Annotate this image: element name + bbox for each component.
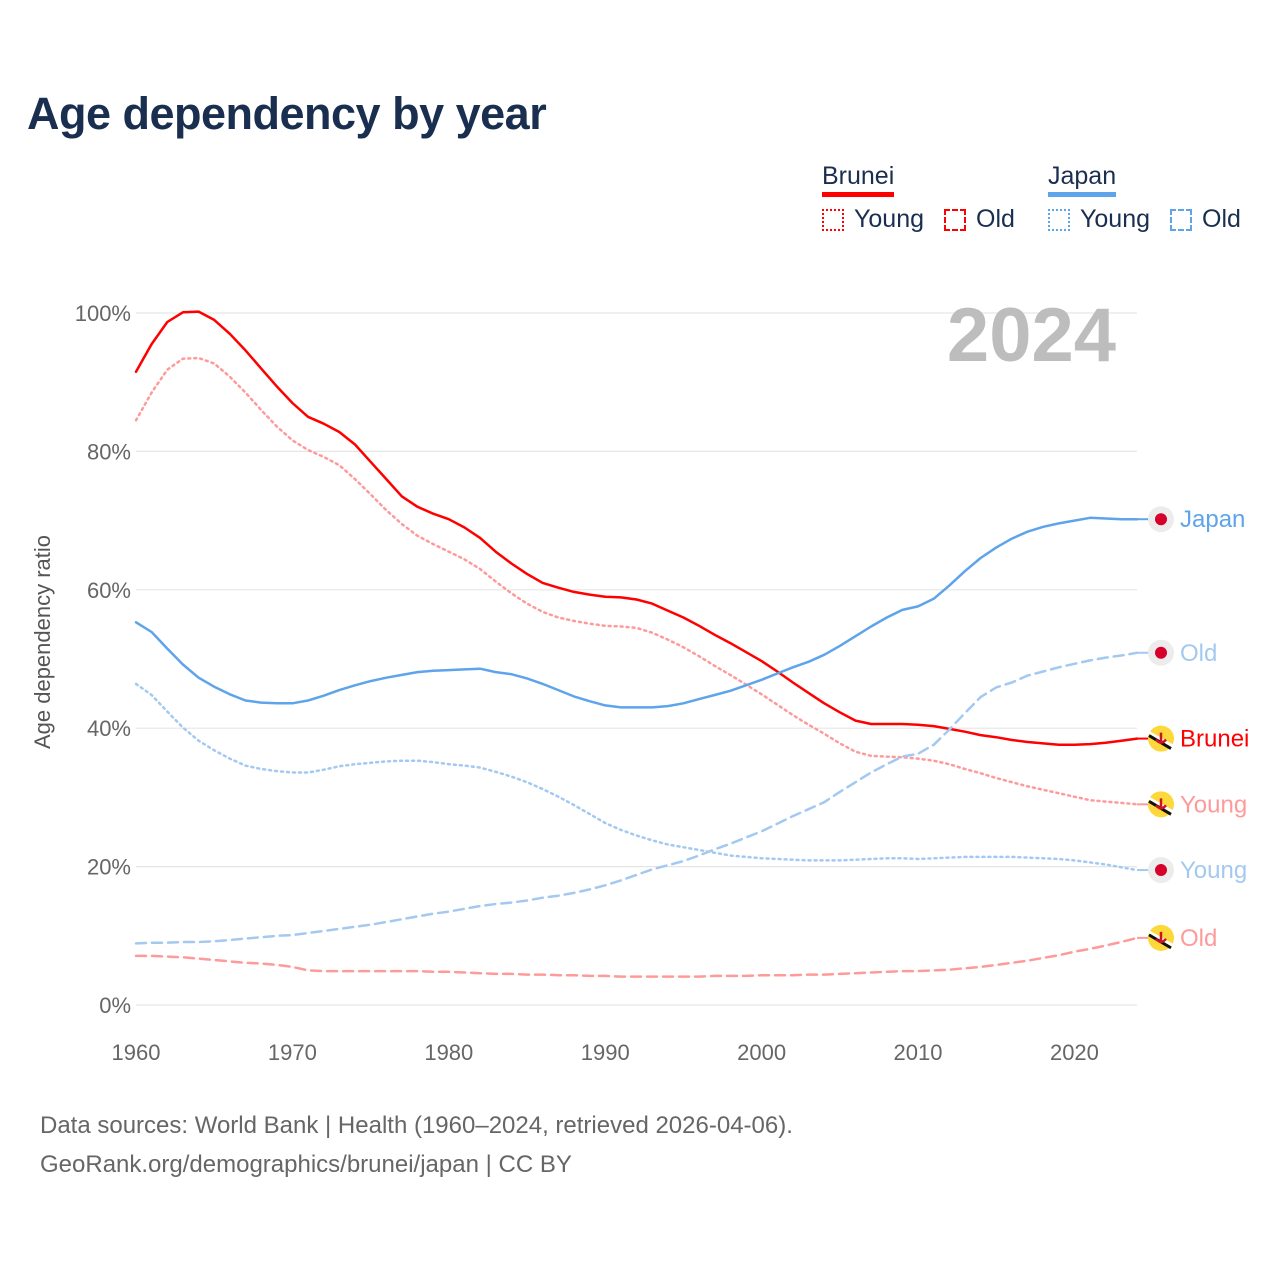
series-line-brunei-young[interactable] (134, 356, 1139, 806)
series-line-japan-old[interactable] (134, 651, 1139, 945)
dotted-swatch-icon (1048, 208, 1070, 231)
footer: Data sources: World Bank | Health (1960–… (40, 1106, 793, 1184)
y-tick-label: 100% (75, 301, 131, 326)
series-line-brunei-old[interactable] (134, 936, 1139, 978)
end-label: Young (1180, 857, 1247, 884)
y-tick-label: 20% (87, 855, 131, 880)
legend-item-japan-young[interactable]: Young (1080, 205, 1150, 233)
dashed-swatch-icon (1170, 208, 1192, 231)
y-axis-label: Age dependency ratio (30, 535, 55, 749)
y-tick-label: 40% (87, 716, 131, 741)
brunei-flag-icon (1148, 791, 1174, 818)
x-tick-label: 1960 (112, 1040, 161, 1065)
end-label: Brunei (1180, 726, 1249, 753)
legend-item-japan-old[interactable]: Old (1202, 205, 1241, 233)
legend-country-japan[interactable]: Japan (1048, 162, 1117, 197)
legend-brunei[interactable]: Brunei Young Old (822, 162, 1029, 234)
x-tick-label: 1980 (424, 1040, 473, 1065)
x-tick-label: 1990 (581, 1040, 630, 1065)
japan-flag-icon (1148, 857, 1174, 884)
brunei-flag-icon (1148, 924, 1174, 951)
y-tick-label: 0% (99, 993, 131, 1018)
y-tick-label: 60% (87, 578, 131, 603)
end-label: Young (1180, 791, 1247, 818)
dashed-swatch-icon (944, 208, 966, 231)
x-tick-label: 2000 (737, 1040, 786, 1065)
brunei-flag-icon (1148, 725, 1174, 752)
data-source-text: Data sources: World Bank | Health (1960–… (40, 1112, 793, 1139)
chart-title: Age dependency by year (27, 88, 547, 139)
japan-flag-icon (1148, 506, 1174, 533)
series-line-brunei[interactable] (134, 310, 1139, 747)
year-label: 2024 (946, 293, 1116, 378)
japan-flag-icon (1148, 639, 1174, 666)
legend-item-brunei-old[interactable]: Old (976, 205, 1015, 233)
x-tick-label: 1970 (268, 1040, 317, 1065)
series-line-japan-young[interactable] (134, 682, 1139, 872)
end-label: Japan (1180, 506, 1245, 533)
series-line-japan[interactable] (134, 516, 1139, 709)
legend-japan[interactable]: Japan Young Old (1048, 162, 1255, 234)
x-tick-label: 2020 (1050, 1040, 1099, 1065)
attribution-text[interactable]: GeoRank.org/demographics/brunei/japan | … (40, 1151, 572, 1178)
end-label: Old (1180, 925, 1217, 952)
end-label: Old (1180, 640, 1217, 667)
x-tick-label: 2010 (894, 1040, 943, 1065)
dotted-swatch-icon (822, 208, 844, 231)
y-tick-label: 80% (87, 439, 131, 464)
legend-item-brunei-young[interactable]: Young (854, 205, 924, 233)
legend-country-brunei[interactable]: Brunei (822, 162, 895, 197)
